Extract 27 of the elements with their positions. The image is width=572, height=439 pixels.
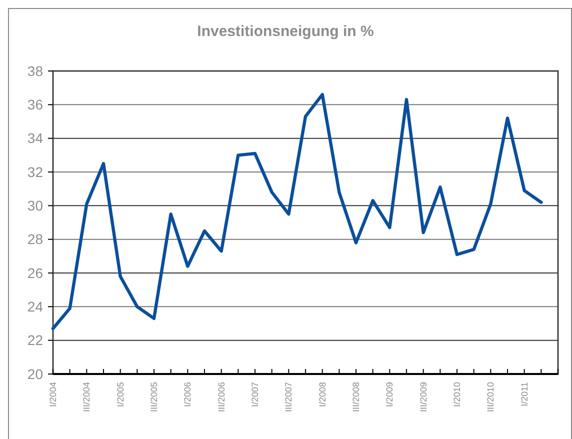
x-tick-label: I/2006 [182, 382, 193, 408]
x-tick-label: I/2011 [519, 382, 530, 406]
chart-title: Investitionsneigung in % [197, 23, 374, 40]
y-tick-label: 36 [27, 96, 44, 113]
y-tick-label: 20 [27, 366, 44, 382]
line-series [51, 92, 543, 330]
y-tick-label: 24 [27, 298, 44, 315]
x-tick-label: I/2004 [48, 382, 58, 408]
y-tick-label: 38 [27, 62, 44, 79]
y-tick-label: 26 [27, 264, 44, 281]
x-tick-label: III/2008 [351, 382, 361, 412]
y-tick-label: 30 [27, 198, 44, 214]
y-tick-label: 28 [27, 231, 44, 248]
x-tick-label: III/2009 [418, 382, 428, 412]
x-tick-label: III/2010 [486, 382, 496, 412]
x-tick-label: I/2010 [452, 382, 462, 408]
x-tick-label: III/2006 [216, 382, 226, 412]
x-tick-label: III/2005 [149, 382, 159, 412]
x-tick-label: I/2005 [115, 382, 126, 408]
y-tick-label: 32 [27, 164, 44, 180]
x-tick-label: I/2009 [384, 382, 395, 408]
y-tick-label: 22 [27, 332, 44, 348]
y-tick-label: 34 [27, 130, 44, 146]
x-tick-label: I/2007 [250, 382, 260, 408]
x-tick-label: I/2008 [317, 382, 328, 408]
x-tick-label: III/2004 [82, 382, 92, 412]
x-tick-label: III/2007 [284, 382, 294, 412]
